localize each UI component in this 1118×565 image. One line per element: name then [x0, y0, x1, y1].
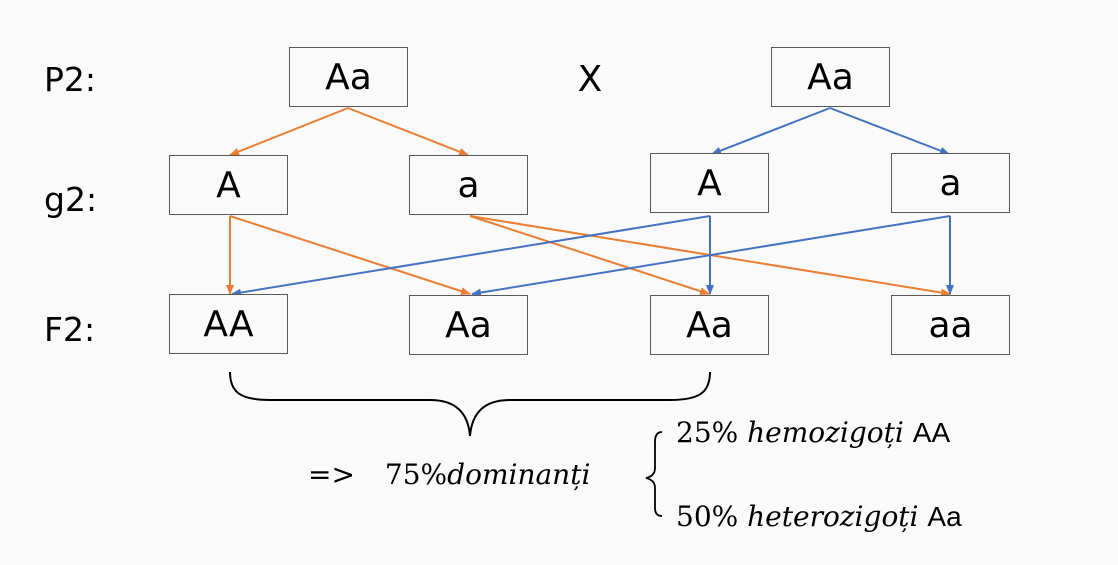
offspring-box-4: aa [891, 295, 1010, 355]
arrow-p2-left-to-g2-a [347, 107, 469, 156]
implies-arrow: => [308, 458, 355, 491]
homozygous-word: hemozigoți [747, 416, 904, 449]
heterozygous-word: heterozigoți [747, 500, 919, 533]
homozygous-genotype: AA [912, 417, 951, 448]
row-label-g2: g2: [44, 180, 98, 219]
gamete-box-2: a [409, 155, 528, 215]
dominant-word: dominanți [447, 458, 591, 491]
gamete-box-1: A [169, 155, 288, 215]
offspring-box-2: Aa [409, 295, 528, 355]
parent-box-right: Aa [771, 47, 890, 107]
parent-box-left: Aa [289, 47, 408, 107]
arrow-p2-left-to-g2-A [229, 107, 349, 156]
dominant-percent: 75% [384, 458, 448, 491]
arrow-g2-A2-to-AA [231, 215, 711, 297]
summary-homozygous: 25% hemozigoți AA [676, 416, 950, 450]
arrow-p2-right-to-g2-A [711, 107, 831, 155]
curly-brace [229, 371, 711, 437]
arrow-p2-right-to-g2-a [829, 107, 950, 155]
arrow-g2-a2-to-Aa1 [471, 215, 951, 297]
arrow-g2-a-to-Aa2 [469, 215, 710, 296]
percent-bracket [645, 431, 663, 517]
homozygous-percent: 25% [676, 416, 739, 449]
gamete-box-3: A [650, 153, 769, 213]
heterozygous-genotype: Aa [927, 501, 962, 532]
cross-symbol: X [577, 59, 603, 100]
heterozygous-percent: 50% [676, 500, 739, 533]
offspring-box-3: Aa [650, 295, 769, 355]
arrow-g2-A-to-Aa1 [229, 215, 471, 296]
offspring-box-1: AA [169, 294, 288, 354]
row-label-p2: P2: [44, 60, 97, 99]
summary-heterozygous: 50% heterozigoți Aa [676, 500, 962, 534]
gamete-box-4: a [891, 153, 1010, 213]
summary-dominant: => 75%dominanți [308, 458, 590, 492]
row-label-f2: F2: [44, 310, 96, 349]
